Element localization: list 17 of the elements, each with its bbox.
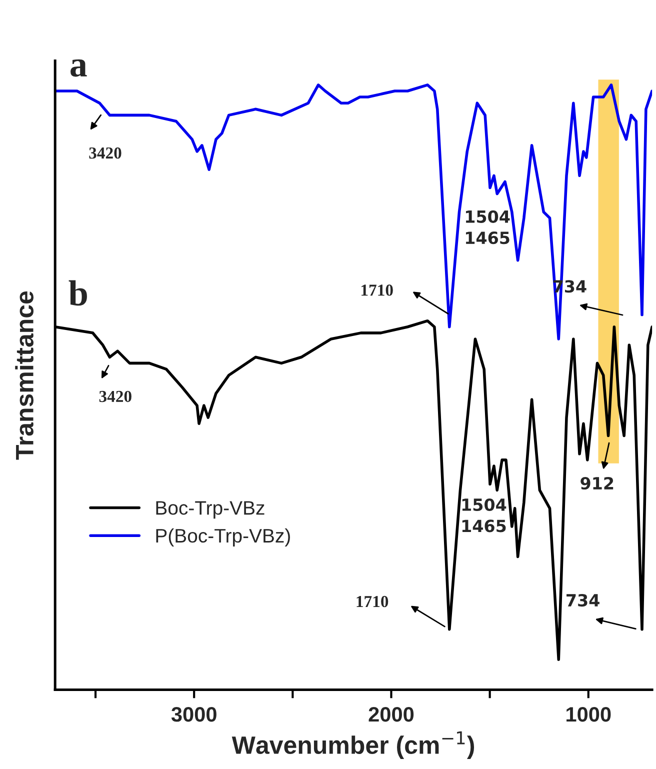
annotation: 3420: [89, 147, 122, 159]
annotation: b: [68, 280, 87, 306]
annotation: 3420: [99, 390, 132, 402]
annotation: 912: [580, 476, 614, 490]
x-tick-label: 3000: [171, 707, 216, 722]
text: a: [70, 59, 87, 77]
x-tick-label: 1000: [566, 707, 611, 722]
legend-label: Boc-Trp-VBz: [156, 501, 264, 519]
annotation: 734: [566, 594, 600, 607]
x-axis-title: Wavenumber (cm$^{−1}$): [232, 731, 474, 759]
annotation: 1504 1465: [462, 498, 506, 532]
annotation: 1504 1465: [466, 210, 510, 244]
legend-label: P(Boc-Trp-VBz): [156, 528, 290, 546]
y-axis-title: Transmittance: [15, 291, 34, 460]
annotation: 1710: [356, 596, 388, 608]
x-tick-label: 2000: [368, 707, 414, 722]
annotation: 1710: [362, 284, 393, 296]
